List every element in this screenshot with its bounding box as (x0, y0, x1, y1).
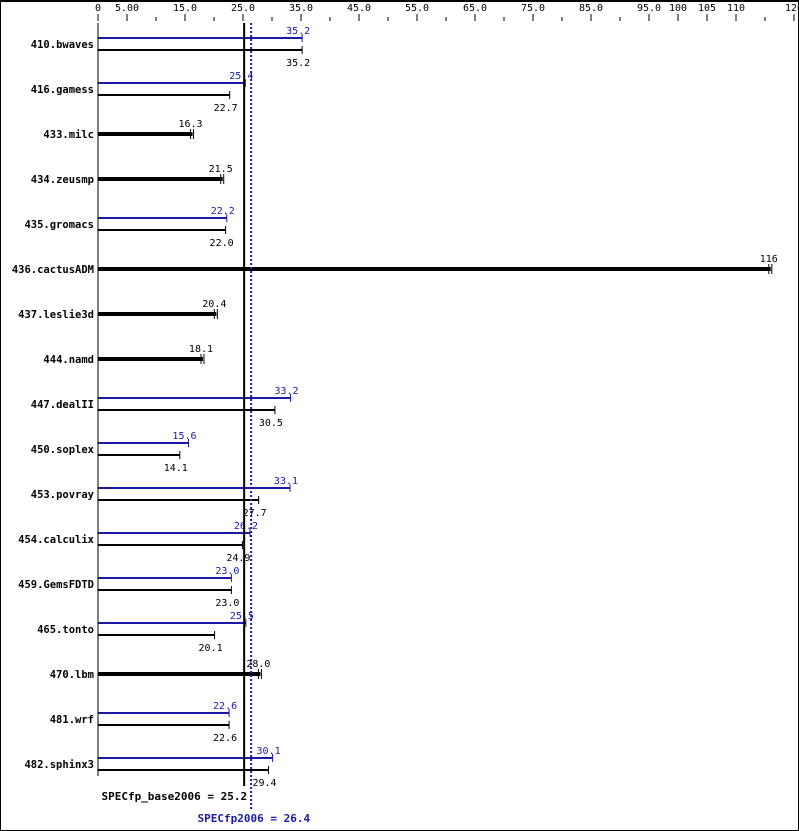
benchmark-label: 435.gromacs (24, 219, 94, 231)
tick-label: 110 (727, 3, 745, 14)
peak-value-label: 30.1 (257, 746, 281, 757)
base-value-label: 22.0 (210, 238, 234, 249)
base-value-label: 20.4 (202, 299, 226, 310)
benchmark-label: 481.wrf (50, 714, 94, 726)
peak-value-label: 35.2 (286, 26, 310, 37)
benchmark-label: 465.tonto (37, 624, 94, 636)
base-value-label: 20.1 (199, 643, 223, 654)
tick-label: 100 (669, 3, 687, 14)
tick-label: 85.0 (579, 3, 603, 14)
base-value-label: 116 (760, 254, 778, 265)
peak-value-label: 26.2 (234, 521, 258, 532)
peak-value-label: 15.6 (172, 431, 196, 442)
base-value-label: 23.0 (215, 598, 239, 609)
peak-value-label: 22.6 (213, 701, 237, 712)
base-value-label: 22.6 (213, 733, 237, 744)
peak-value-label: 22.2 (211, 206, 235, 217)
tick-label: 5.00 (115, 3, 139, 14)
benchmark-label: 470.lbm (50, 669, 94, 681)
tick-label: 65.0 (463, 3, 487, 14)
benchmark-label: 434.zeusmp (31, 174, 94, 186)
peak-value-label: 25.5 (230, 611, 254, 622)
base-value-label: 18.1 (189, 344, 213, 355)
tick-label: 75.0 (521, 3, 545, 14)
benchmark-label: 482.sphinx3 (24, 759, 94, 771)
benchmark-label: 453.povray (31, 489, 95, 501)
peak-value-label: 25.4 (229, 71, 253, 82)
base-value-label: 22.7 (214, 103, 238, 114)
peak-value-label: 23.0 (215, 566, 239, 577)
base-value-label: 28.0 (246, 659, 270, 670)
peak-value-label: 33.1 (274, 476, 298, 487)
base-value-label: 30.5 (259, 418, 283, 429)
tick-label: 0 (95, 3, 101, 14)
benchmark-label: 459.GemsFDTD (18, 579, 94, 591)
base-value-label: 35.2 (286, 58, 310, 69)
base-value-label: 27.7 (243, 508, 267, 519)
base-value-label: 24.9 (226, 553, 250, 564)
tick-label: 120 (785, 3, 798, 14)
base-mean-label: SPECfp_base2006 = 25.2 (101, 790, 247, 803)
benchmark-label: 444.namd (43, 354, 94, 366)
benchmark-label: 447.dealII (31, 399, 94, 411)
benchmark-label: 436.cactusADM (12, 264, 94, 276)
base-value-label: 29.4 (252, 778, 276, 789)
benchmark-label: 416.gamess (31, 84, 94, 96)
tick-label: 105 (698, 3, 716, 14)
benchmark-label: 450.soplex (31, 444, 95, 456)
base-value-label: 21.5 (209, 164, 233, 175)
tick-label: 45.0 (347, 3, 371, 14)
tick-label: 55.0 (405, 3, 429, 14)
benchmark-label: 437.leslie3d (18, 309, 94, 321)
tick-label: 35.0 (289, 3, 313, 14)
tick-label: 95.0 (637, 3, 661, 14)
benchmark-label: 433.milc (43, 129, 94, 141)
peak-value-label: 33.2 (275, 386, 299, 397)
peak-mean-label: SPECfp2006 = 26.4 (198, 812, 311, 825)
base-value-label: 16.3 (178, 119, 202, 130)
tick-label: 25.0 (231, 3, 255, 14)
benchmark-label: 410.bwaves (31, 39, 94, 51)
benchmark-label: 454.calculix (18, 534, 95, 546)
tick-label: 15.0 (173, 3, 197, 14)
base-value-label: 14.1 (164, 463, 188, 474)
